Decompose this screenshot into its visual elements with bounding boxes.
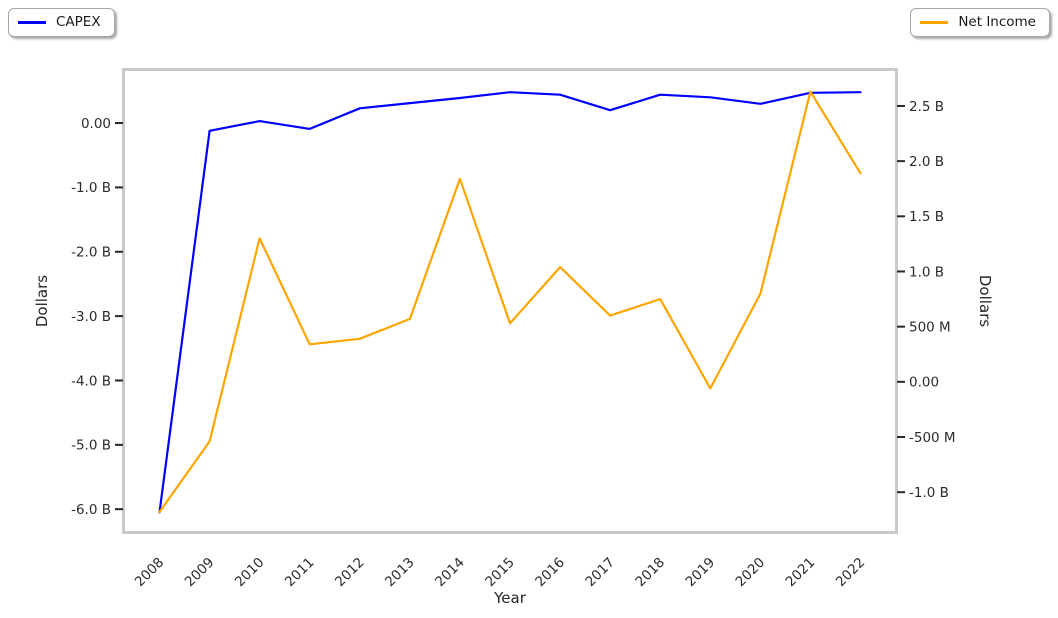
left-y-tick-label: 0.00 bbox=[81, 116, 111, 132]
right-y-tick-label: -1.0 B bbox=[909, 485, 949, 501]
left-y-tick-label: -3.0 B bbox=[71, 309, 111, 325]
legend-net-income-label: Net Income bbox=[958, 14, 1036, 30]
plot-layers: 0.00 -1.0 B -2.0 B -3.0 B -4.0 B -5.0 B -6.0 B… bbox=[71, 90, 956, 591]
x-tick-label: 2016 bbox=[532, 555, 568, 591]
legend-capex: CAPEX bbox=[8, 8, 115, 37]
plot-area bbox=[122, 68, 898, 534]
net-income-line bbox=[158, 90, 862, 514]
x-tick-label: 2011 bbox=[282, 555, 318, 591]
x-axis-title: Year bbox=[493, 589, 527, 607]
x-tick-label: 2021 bbox=[783, 555, 819, 591]
right-axis-title: Dollars bbox=[976, 275, 994, 327]
legend-capex-label: CAPEX bbox=[56, 14, 101, 30]
x-tick-label: 2014 bbox=[432, 555, 468, 591]
x-tick-label: 2012 bbox=[332, 555, 368, 591]
right-y-tick-label: 1.5 B bbox=[909, 209, 944, 225]
x-tick-label: 2010 bbox=[232, 555, 268, 591]
left-y-tick-label: -4.0 B bbox=[71, 373, 111, 389]
right-y-tick-label: -500 M bbox=[909, 430, 956, 446]
left-y-tick-label: -1.0 B bbox=[71, 180, 111, 196]
left-y-tick-label: -2.0 B bbox=[71, 245, 111, 261]
x-tick-label: 2022 bbox=[833, 555, 869, 591]
right-y-tick-label: 1.0 B bbox=[909, 264, 944, 280]
right-y-tick-label: 500 M bbox=[909, 319, 951, 335]
right-y-tick-label: 2.5 B bbox=[909, 99, 944, 115]
net-income-line-swatch bbox=[920, 21, 949, 24]
x-tick-label: 2015 bbox=[482, 555, 518, 591]
x-tick-label: 2017 bbox=[582, 555, 618, 591]
left-y-tick-label: -5.0 B bbox=[71, 438, 111, 454]
left-y-tick-label: -6.0 B bbox=[71, 502, 111, 518]
x-tick-label: 2019 bbox=[683, 555, 719, 591]
x-tick-label: 2020 bbox=[733, 555, 769, 591]
x-tick-label: 2013 bbox=[382, 555, 418, 591]
x-tick-label: 2018 bbox=[632, 555, 668, 591]
right-y-tick-label: 2.0 B bbox=[909, 154, 944, 170]
x-tick-label: 2009 bbox=[182, 555, 218, 591]
right-y-tick-label: 0.00 bbox=[909, 375, 939, 391]
x-tick-label: 2008 bbox=[132, 555, 168, 591]
capex-line-swatch bbox=[18, 21, 46, 24]
legend-net-income: Net Income bbox=[910, 8, 1050, 37]
left-axis-title: Dollars bbox=[33, 275, 51, 327]
capex-line bbox=[158, 91, 862, 514]
